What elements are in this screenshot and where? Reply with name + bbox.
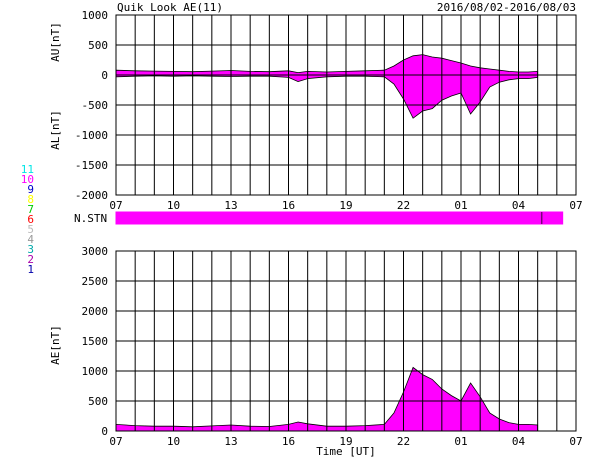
panel2-xtick-label: 04 — [512, 435, 526, 448]
panel2-xtick-label: 07 — [569, 435, 582, 448]
au-axis-label: AU[nT] — [49, 22, 62, 62]
panel2-ytick-label: 3000 — [82, 245, 109, 258]
panel1-xtick-label: 07 — [569, 199, 582, 212]
panel1-xtick-label: 13 — [224, 199, 237, 212]
nstn-fill — [115, 211, 564, 225]
legend-station-11: 11 — [21, 163, 34, 176]
panel1-xtick-label: 01 — [454, 199, 467, 212]
panel1-ytick-label: 0 — [101, 69, 108, 82]
panel2-xtick-label: 10 — [167, 435, 180, 448]
nstn-bar — [115, 211, 564, 225]
legend-station-9: 9 — [27, 183, 34, 196]
panel2-ytick-label: 2500 — [82, 275, 109, 288]
x-axis-label: Time [UT] — [316, 445, 376, 458]
legend-station-1: 1 — [27, 263, 34, 276]
panel2-ae-series — [115, 366, 539, 432]
legend-station-3: 3 — [27, 243, 34, 256]
legend-station-6: 6 — [27, 213, 34, 226]
panel2-xtick-label: 07 — [109, 435, 122, 448]
panel1-ytick-label: 1000 — [82, 9, 109, 22]
legend-station-5: 5 — [27, 223, 34, 236]
legend-station-10: 10 — [21, 173, 34, 186]
panel2-ytick-label: 0 — [101, 425, 108, 438]
al-axis-label: AL[nT] — [49, 110, 62, 150]
panel2-xtick-label: 13 — [224, 435, 237, 448]
legend-station-8: 8 — [27, 193, 34, 206]
panel2-xtick-label: 22 — [397, 435, 410, 448]
nstn-label: N.STN — [74, 212, 107, 225]
panel2-frame — [115, 250, 577, 432]
ae-axis-label: AE[nT] — [49, 325, 62, 365]
legend-station-2: 2 — [27, 253, 34, 266]
panel2-xtick-label: 16 — [282, 435, 295, 448]
panel1-frame — [115, 14, 577, 196]
panel1-ytick-label: -1000 — [75, 129, 108, 142]
panel1-ytick-label: 500 — [88, 39, 108, 52]
panel1-ytick-label: -1500 — [75, 159, 108, 172]
panel1-xtick-label: 04 — [512, 199, 526, 212]
panel1-xtick-label: 22 — [397, 199, 410, 212]
panel2-ytick-label: 500 — [88, 395, 108, 408]
panel2-ytick-label: 1000 — [82, 365, 109, 378]
panel1-xtick-label: 16 — [282, 199, 295, 212]
date-range: 2016/08/02-2016/08/03 — [437, 1, 576, 14]
panel2-ytick-label: 1500 — [82, 335, 109, 348]
legend-station-4: 4 — [27, 233, 34, 246]
panel1-ytick-label: -2000 — [75, 189, 108, 202]
panel2-xtick-label: 01 — [454, 435, 467, 448]
panel1-xtick-label: 07 — [109, 199, 122, 212]
panel2-ytick-label: 2000 — [82, 305, 109, 318]
panel1-xtick-label: 10 — [167, 199, 180, 212]
panel1-ytick-label: -500 — [82, 99, 109, 112]
panel2-xtick-label: 19 — [339, 435, 352, 448]
panel1-xtick-label: 19 — [339, 199, 352, 212]
chart-title: Quik Look AE(11) — [117, 1, 223, 14]
legend-station-7: 7 — [27, 203, 34, 216]
